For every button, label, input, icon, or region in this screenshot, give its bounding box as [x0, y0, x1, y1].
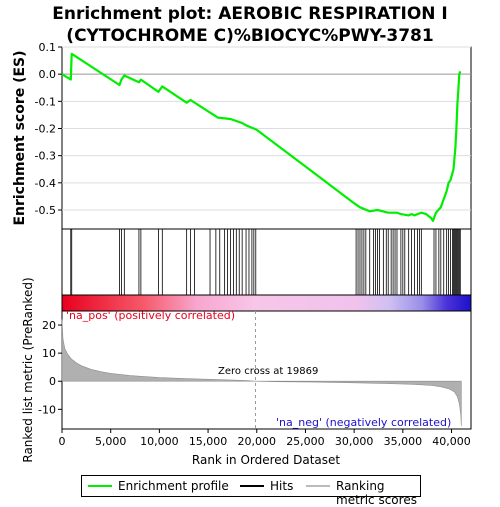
enrichment-profile-line [61, 52, 462, 222]
es-tick-label: -0.2 [35, 122, 56, 135]
legend-metric-label: Ranking metric scores [336, 479, 417, 507]
enrichment-curve [61, 52, 462, 222]
legend: Enrichment profile Hits Ranking metric s… [81, 475, 421, 507]
legend-metric-swatch [306, 485, 330, 487]
es-y-axis-label: Enrichment score (ES) [12, 50, 28, 225]
neg-correlated-label: 'na_neg' (negatively correlated) [276, 416, 451, 429]
es-tick-label: -0.3 [35, 150, 56, 163]
ranked-metric-fill [61, 319, 462, 427]
es-gridlines [62, 46, 471, 211]
x-axis-ticks: 0 5,000 10,000 15,000 20,000 25,000 30,000 35,0… [59, 429, 471, 448]
es-tick-label: -0.5 [35, 204, 56, 217]
metric-tick-label: 0 [49, 375, 56, 388]
chart-title-line1: Enrichment plot: AEROBIC RESPIRATION I [52, 4, 448, 24]
es-tick-label: 0.1 [39, 41, 57, 54]
es-tick-label: 0.0 [39, 68, 57, 81]
hit-lines [70, 229, 461, 295]
x-tick-label: 10,000 [140, 435, 179, 448]
legend-hits-label: Hits [270, 479, 294, 493]
chart-title-line2: (CYTOCHROME C)%BIOCYC%PWY-3781 [66, 26, 434, 46]
pos-correlated-label: 'na_pos' (positively correlated) [66, 309, 235, 322]
x-tick-label: 5,000 [95, 435, 127, 448]
es-y-ticks: 0.1 0.0 -0.1 -0.2 -0.3 -0.4 -0.5 [35, 41, 62, 217]
metric-tick-label: 20 [42, 319, 56, 332]
es-tick-label: -0.4 [35, 177, 56, 190]
x-tick-label: 20,000 [238, 435, 277, 448]
x-tick-label: 0 [59, 435, 66, 448]
x-tick-label: 35,000 [384, 435, 423, 448]
x-axis-label: Rank in Ordered Dataset [192, 453, 340, 467]
x-tick-label: 40,000 [432, 435, 471, 448]
metric-tick-label: 10 [42, 347, 56, 360]
ranked-metric-area [61, 311, 462, 429]
metric-y-ticks: 20 10 0 -10 [38, 319, 62, 416]
x-tick-label: 30,000 [335, 435, 374, 448]
metric-tick-label: -10 [38, 403, 56, 416]
es-tick-label: -0.1 [35, 95, 56, 108]
hits-panel [61, 228, 472, 296]
x-tick-label: 25,000 [286, 435, 325, 448]
legend-enrichment-swatch [88, 485, 112, 487]
zero-cross-label: Zero cross at 19869 [218, 366, 318, 377]
metric-y-axis-label: Ranked list metric (PreRanked) [21, 277, 35, 462]
legend-enrichment-label: Enrichment profile [118, 479, 229, 493]
x-tick-label: 15,000 [189, 435, 228, 448]
legend-hits-swatch [240, 485, 264, 487]
